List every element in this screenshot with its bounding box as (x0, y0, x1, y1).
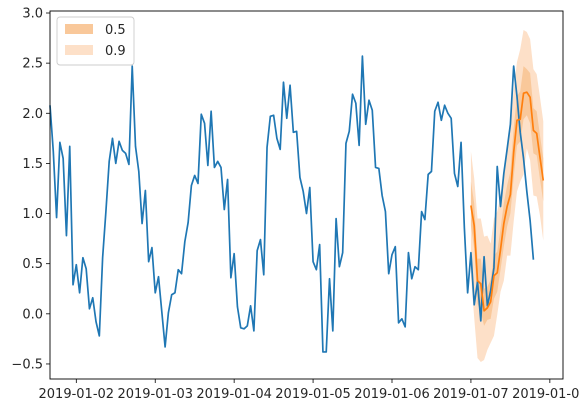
forecast-median-line (470, 91, 545, 312)
legend-swatch-0.5 (65, 24, 93, 34)
y-axis-ticks: −0.5 0.0 0.5 1.0 1.5 2.0 2.5 3.0 (11, 7, 50, 372)
legend-label-0.5: 0.5 (105, 23, 126, 38)
x-tick-label: 2019-01-04 (196, 387, 272, 402)
legend: 0.5 0.9 (56, 16, 135, 66)
quantile-band-0.5 (470, 66, 544, 326)
y-tick-label: 1.5 (22, 157, 43, 172)
series-lines-layer (49, 55, 545, 353)
x-tick-label: 2019-01-06 (354, 387, 430, 402)
x-tick-label: 2019-01-02 (39, 387, 115, 402)
legend-swatch-0.9 (65, 45, 93, 55)
y-tick-label: 3.0 (22, 7, 43, 22)
x-axis-ticks: 2019-01-02 2019-01-03 2019-01-04 2019-01-05… (39, 379, 579, 402)
x-tick-label: 2019-01-05 (275, 387, 351, 402)
x-tick-label: 2019-01-08 (512, 387, 579, 402)
legend-label-0.9: 0.9 (105, 44, 126, 59)
y-tick-label: 0.0 (22, 307, 43, 322)
x-tick-label: 2019-01-03 (117, 387, 193, 402)
y-tick-label: −0.5 (11, 357, 43, 372)
y-tick-label: 2.0 (22, 107, 43, 122)
x-tick-label: 2019-01-07 (433, 387, 509, 402)
y-tick-label: 0.5 (22, 257, 43, 272)
quantile-band-0.5-layer (470, 66, 544, 326)
y-tick-label: 1.0 (22, 207, 43, 222)
plot-area-frame (49, 10, 564, 380)
observed-series-line (49, 55, 535, 353)
y-tick-label: 2.5 (22, 57, 43, 72)
